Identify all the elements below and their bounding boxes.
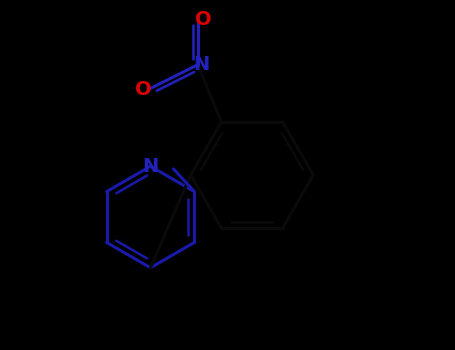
Text: N: N [142,157,159,176]
Text: O: O [135,80,152,99]
Text: O: O [195,10,211,29]
Text: N: N [193,55,209,74]
